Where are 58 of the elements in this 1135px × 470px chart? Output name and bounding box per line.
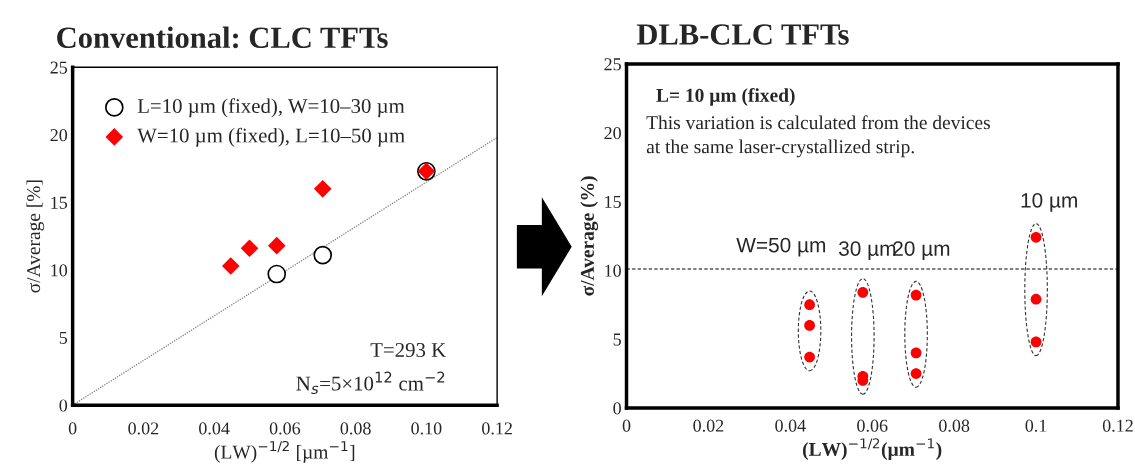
y-axis-title: σ/Average (%) <box>580 176 599 296</box>
x-tick-label: 0.12 <box>1102 419 1133 432</box>
point <box>910 289 922 301</box>
x-axis-title: (LW)$^{−1/2}$(µm$^{−1}$) <box>803 438 942 460</box>
point <box>910 347 922 359</box>
y-tick-label: 0 <box>59 399 68 412</box>
annotation: T=293 K <box>370 342 446 357</box>
y-tick-label: 0 <box>613 402 621 415</box>
y-tick-label: 15 <box>605 195 621 208</box>
x-tick-label: 0.1 <box>1025 419 1047 432</box>
annotation: This variation is calculated from the devices <box>646 115 990 130</box>
x-tick-label: 0.12 <box>482 422 512 435</box>
x-tick-label: 0.04 <box>775 419 806 432</box>
x-tick-label: 0.04 <box>199 422 230 435</box>
legend-label: W=10 µm (fixed), L=10–50 µm <box>137 127 405 147</box>
point <box>804 320 815 331</box>
point <box>221 257 240 275</box>
annotation: 10 µm <box>1021 192 1077 212</box>
point <box>1030 336 1042 348</box>
y-tick-label: 10 <box>605 264 621 277</box>
x-tick-label: 0.10 <box>411 422 442 435</box>
y-axis-title: σ/Average [%] <box>26 180 45 293</box>
point <box>804 299 815 311</box>
y-tick-label: 5 <box>613 333 621 346</box>
y-tick-label: 20 <box>50 129 68 142</box>
point <box>313 245 333 265</box>
chart-title: DLB-CLC TFTs <box>636 24 849 45</box>
y-tick-label: 20 <box>604 126 621 140</box>
point <box>804 351 815 363</box>
x-axis-title: (LW)$^{−1/2}$ [µm$^{−1}$] <box>214 440 355 463</box>
y-tick-label: 25 <box>604 58 621 71</box>
point <box>1030 293 1042 305</box>
x-tick-label: 0.02 <box>693 419 724 432</box>
point <box>313 180 332 198</box>
chart-title: Conventional: CLC TFTs <box>57 26 388 49</box>
annotation: L= 10 µm (fixed) <box>656 88 795 106</box>
y-tick-label: 25 <box>50 61 68 74</box>
point <box>1030 231 1042 243</box>
x-tick-label: 0 <box>68 422 77 435</box>
point <box>910 368 922 379</box>
y-tick-label: 15 <box>51 196 68 209</box>
point <box>857 286 869 298</box>
legend-label: L=10 µm (fixed), W=10–30 µm <box>137 98 405 118</box>
x-tick-label: 0 <box>622 419 631 432</box>
y-tick-label: 10 <box>51 264 68 277</box>
y-tick-label: 5 <box>59 331 68 344</box>
annotation: N$_{s}$=5×10$^{12}$ cm$^{−2}$ <box>296 371 445 395</box>
point <box>267 236 286 255</box>
annotation: 20 µm <box>893 241 950 261</box>
annotation: W=50 µm <box>736 237 826 257</box>
annotation: at the same laser-crystallized strip. <box>646 139 914 158</box>
x-tick-label: 0.08 <box>340 422 371 435</box>
x-tick-label: 0.06 <box>857 419 888 432</box>
x-tick-label: 0.06 <box>269 422 301 435</box>
x-tick-label: 0.08 <box>939 419 970 432</box>
point <box>267 264 287 284</box>
point <box>240 239 259 258</box>
x-tick-label: 0.02 <box>128 422 159 435</box>
